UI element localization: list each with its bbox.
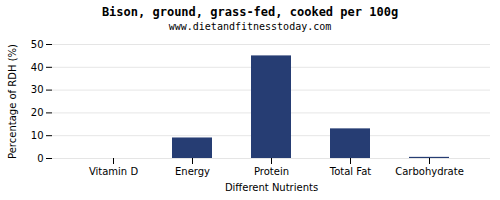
svg-text:Total Fat: Total Fat: [329, 166, 371, 177]
html-text:www.dietandfitnesstoday.com: www.dietandfitnesstoday.com: [168, 21, 332, 32]
svg-text:Carbohydrate: Carbohydrate: [395, 166, 464, 177]
svg-text:20: 20: [31, 107, 44, 118]
svg-text:50: 50: [31, 39, 44, 50]
svg-text:Different Nutrients: Different Nutrients: [225, 182, 318, 193]
svg-text:Vitamin D: Vitamin D: [89, 166, 138, 177]
svg-text:0: 0: [37, 153, 43, 164]
svg-text:30: 30: [31, 84, 44, 95]
html-text:Bison, ground, grass-fed, cook: Bison, ground, grass-fed, cooked per 100…: [101, 5, 399, 19]
svg-text:Protein: Protein: [254, 166, 289, 177]
svg-text:40: 40: [31, 62, 44, 73]
svg-text:10: 10: [31, 130, 44, 141]
svg-text:Percentage of RDH (%): Percentage of RDH (%): [7, 44, 18, 159]
svg-text:Energy: Energy: [175, 166, 210, 177]
